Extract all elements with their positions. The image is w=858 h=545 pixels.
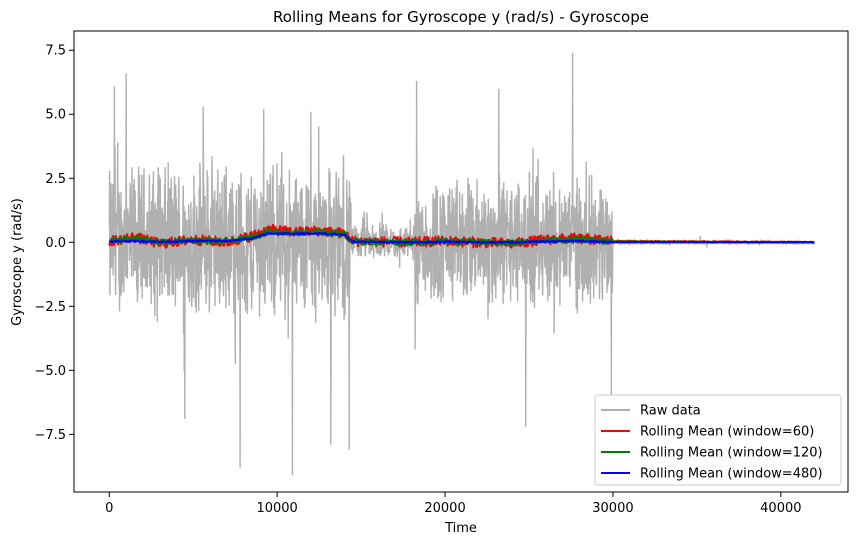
x-tick-label: 20000 (424, 501, 465, 516)
x-tick-label: 10000 (256, 501, 297, 516)
legend-box (594, 394, 842, 486)
x-axis: 0 10000 20000 30000 40000 (105, 492, 802, 516)
y-tick-label: 0.0 (45, 236, 66, 251)
legend-label: Rolling Mean (window=480) (640, 467, 823, 482)
series-rolling-mean-3 (108, 231, 815, 245)
y-tick-label: 5.0 (45, 108, 66, 123)
x-tick-label: 40000 (760, 501, 801, 516)
y-axis: −7.5 −5.0 −2.5 0.0 2.5 5.0 7.5 (34, 44, 74, 443)
y-axis-label: Gyroscope y (rad/s) (10, 198, 25, 326)
chart-title: Rolling Means for Gyroscope y (rad/s) - … (273, 8, 649, 26)
legend: Raw data Rolling Mean (window=60) Rolling … (594, 394, 842, 486)
plot-area-frame (73, 30, 849, 493)
series-layer (108, 52, 815, 476)
x-axis-label: Time (444, 521, 477, 536)
legend-label: Rolling Mean (window=60) (640, 425, 814, 440)
y-tick-label: 7.5 (45, 44, 66, 59)
y-tick-label: −5.0 (34, 364, 66, 379)
y-tick-label: −7.5 (34, 428, 66, 443)
y-tick-label: 2.5 (45, 172, 66, 187)
x-tick-label: 30000 (592, 501, 633, 516)
y-tick-label: −2.5 (34, 300, 66, 315)
legend-label: Raw data (640, 404, 701, 419)
x-tick-label: 0 (105, 501, 113, 516)
legend-label: Rolling Mean (window=120) (640, 446, 823, 461)
